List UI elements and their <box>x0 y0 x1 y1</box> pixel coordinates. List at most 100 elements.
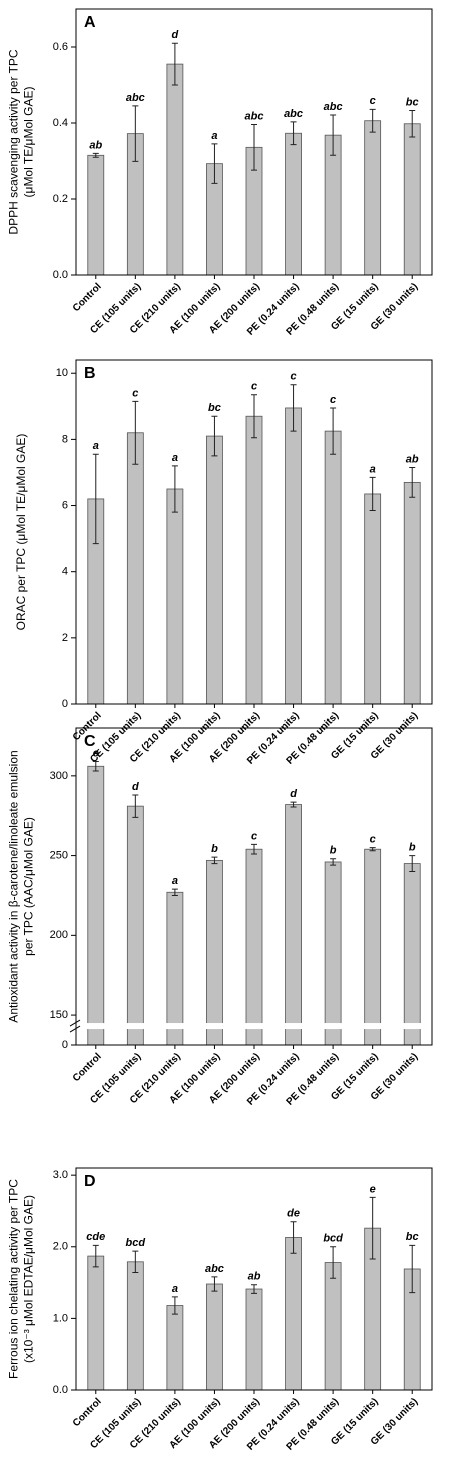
significance-letter: b <box>211 843 218 855</box>
y-axis-label: (x10⁻³ μMol EDTAE/μMol GAE) <box>22 1195 36 1363</box>
significance-letter: d <box>132 781 139 793</box>
significance-letter: c <box>132 387 138 399</box>
significance-letter: abc <box>245 110 264 122</box>
significance-letter: c <box>330 394 336 406</box>
plot-frame <box>75 727 433 1046</box>
bar <box>324 861 342 1046</box>
significance-letter: a <box>172 1283 178 1295</box>
significance-letter: abc <box>324 101 343 113</box>
bar <box>206 859 223 1046</box>
error-bar <box>369 476 376 511</box>
error-bar <box>290 801 297 808</box>
error-bar <box>132 1250 139 1274</box>
error-bar <box>251 124 257 171</box>
bar <box>364 493 382 705</box>
bar <box>87 1255 105 1391</box>
significance-letter: c <box>251 830 257 842</box>
bar <box>166 63 184 276</box>
significance-letter: ab <box>89 139 102 151</box>
panel-label: B <box>84 365 96 382</box>
bar <box>245 415 263 705</box>
error-bar <box>290 121 297 146</box>
error-bar <box>211 1276 218 1292</box>
y-axis-label: Ferrous ion chelating activity per TPC <box>7 1179 21 1379</box>
significance-letter: b <box>409 841 416 853</box>
bar <box>166 488 184 705</box>
significance-letter: c <box>290 371 296 383</box>
error-bar <box>251 394 257 439</box>
error-bar <box>171 465 178 513</box>
y-tick-label: 200 <box>50 929 68 941</box>
error-bar <box>211 856 218 865</box>
error-bar <box>211 143 218 184</box>
significance-letter: b <box>330 845 337 857</box>
error-bar <box>211 415 218 457</box>
significance-letter: d <box>290 788 297 800</box>
x-tick-label: Control <box>71 281 104 314</box>
y-tick-label: 250 <box>50 849 68 861</box>
significance-letter: bc <box>406 96 419 108</box>
error-bar <box>290 384 297 432</box>
y-tick-label: 0.0 <box>53 269 68 281</box>
bar <box>166 891 184 1046</box>
bar <box>285 1237 302 1391</box>
y-tick-label: 0.2 <box>53 193 68 205</box>
bar <box>285 804 302 1046</box>
panel-label: D <box>84 1173 96 1190</box>
y-axis-label: ORAC per TPC (μMol TE/μMol GAE) <box>14 434 28 631</box>
bar <box>364 848 382 1046</box>
error-bar <box>251 843 257 855</box>
axis-break-band <box>77 1023 431 1030</box>
significance-letter: a <box>211 130 217 142</box>
panel-label: C <box>84 733 96 750</box>
bar <box>245 848 263 1046</box>
error-bar <box>290 1221 297 1254</box>
error-bar <box>409 1244 416 1294</box>
significance-letter: bc <box>208 402 221 414</box>
error-bar <box>251 1284 257 1294</box>
y-tick-label: 3.0 <box>53 1169 68 1181</box>
y-axis-label: Antioxidant activity in β-carotene/linol… <box>7 750 21 1022</box>
bar <box>403 863 421 1046</box>
significance-letter: a <box>172 452 178 464</box>
plot-frame <box>75 1167 433 1391</box>
y-tick-label: 0 <box>62 1039 68 1051</box>
bar <box>166 1305 184 1391</box>
y-tick-label: 0.0 <box>53 1384 68 1396</box>
bar <box>403 123 421 276</box>
significance-letter: ab <box>248 1271 261 1283</box>
bar <box>206 1283 223 1391</box>
error-bar <box>92 760 99 772</box>
significance-letter: c <box>251 381 257 393</box>
y-tick-label: 0.4 <box>53 117 68 129</box>
error-bar <box>369 1196 376 1260</box>
bar <box>245 1288 263 1391</box>
significance-letter: a <box>370 463 376 475</box>
plot-frame <box>75 359 433 705</box>
bar <box>364 120 382 276</box>
y-tick-label: 8 <box>62 433 68 445</box>
error-bar <box>171 42 178 86</box>
significance-letter: bc <box>406 1231 419 1243</box>
error-bar <box>92 453 99 545</box>
y-tick-label: 300 <box>50 770 68 782</box>
y-tick-label: 150 <box>50 1009 68 1021</box>
bar <box>285 132 302 276</box>
bar <box>126 432 144 705</box>
significance-letter: c <box>370 834 376 846</box>
bar <box>324 430 342 705</box>
error-bar <box>171 888 178 896</box>
y-tick-label: 0 <box>62 698 68 710</box>
y-tick-label: 10 <box>56 367 68 379</box>
significance-letter: cde <box>86 1231 105 1243</box>
significance-letter: de <box>287 1208 300 1220</box>
x-tick-label: Control <box>71 1396 104 1429</box>
bar <box>126 805 144 1046</box>
bar <box>324 1262 342 1391</box>
bar <box>126 1261 144 1391</box>
error-bar <box>132 400 139 465</box>
error-bar <box>330 114 337 156</box>
